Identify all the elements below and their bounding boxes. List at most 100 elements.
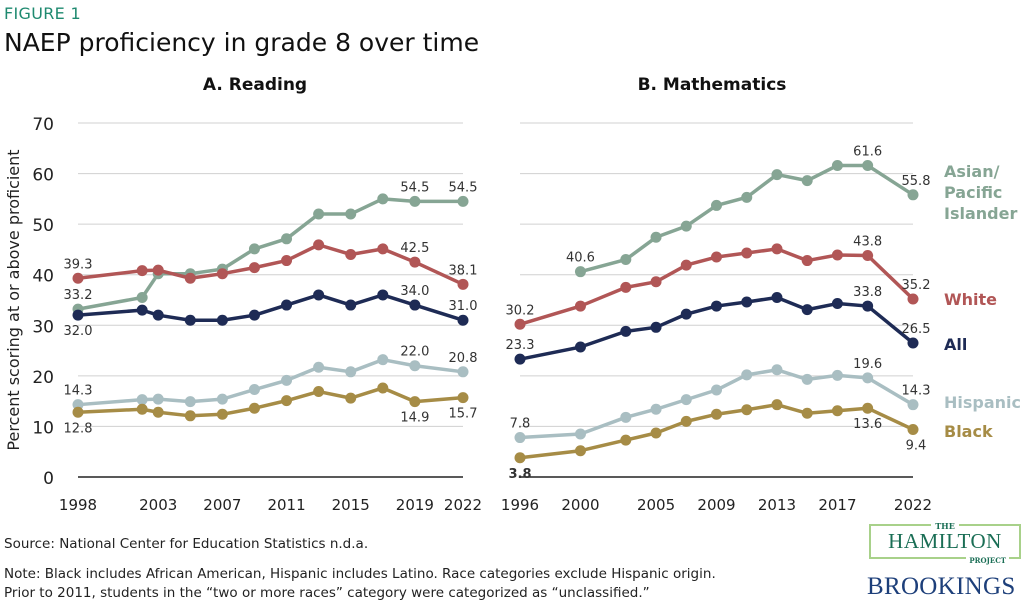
x-tick-label: 2005	[637, 496, 675, 514]
data-point-white	[281, 255, 293, 267]
data-label-all: 23.3	[506, 338, 535, 353]
data-point-hispanic	[862, 372, 874, 384]
data-point-asian	[136, 291, 148, 303]
data-point-asian	[409, 195, 421, 207]
data-point-white	[457, 278, 469, 290]
data-point-hispanic	[281, 374, 293, 386]
data-point-black	[831, 405, 843, 417]
data-point-all	[650, 321, 662, 333]
footnote-line-1: Note: Black includes African American, H…	[4, 566, 716, 582]
y-tick-label: 20	[32, 368, 54, 388]
legend-label-asian: Asian/	[944, 162, 1000, 181]
data-point-all	[771, 291, 783, 303]
data-label-asian: 61.6	[853, 144, 882, 159]
y-tick-label: 50	[32, 216, 54, 236]
data-point-white	[620, 281, 632, 293]
data-point-hispanic	[514, 432, 526, 444]
logo-project: PROJECT	[966, 556, 1009, 565]
data-point-all	[72, 309, 84, 321]
data-point-white	[248, 262, 260, 274]
data-label-all: 26.5	[902, 322, 931, 337]
data-point-black	[650, 427, 662, 439]
x-tick-label: 2011	[267, 496, 305, 514]
data-point-black	[313, 386, 325, 398]
data-label-black: 14.9	[400, 411, 429, 426]
data-point-black	[281, 395, 293, 407]
data-point-all	[574, 341, 586, 353]
data-point-asian	[831, 159, 843, 171]
data-point-black	[741, 404, 753, 416]
data-point-hispanic	[574, 428, 586, 440]
data-point-white	[136, 265, 148, 277]
x-tick-label: 2000	[561, 496, 599, 514]
data-point-asian	[281, 233, 293, 245]
data-point-white	[574, 300, 586, 312]
data-point-white	[152, 264, 164, 276]
data-point-all	[377, 289, 389, 301]
data-point-all	[409, 299, 421, 311]
data-point-asian	[650, 231, 662, 243]
data-point-black	[152, 406, 164, 418]
data-label-black: 12.8	[64, 421, 93, 436]
y-tick-label: 0	[43, 469, 54, 489]
y-tick-label: 40	[32, 267, 54, 287]
x-tick-label: 2019	[396, 496, 434, 514]
data-point-asian	[771, 169, 783, 181]
data-point-white	[409, 256, 421, 268]
data-point-asian	[345, 208, 357, 220]
data-point-asian	[574, 266, 586, 278]
data-point-black	[72, 406, 84, 418]
data-label-asian: 33.2	[64, 288, 93, 303]
data-point-black	[136, 403, 148, 415]
data-label-hispanic: 14.3	[902, 384, 931, 399]
data-point-black	[184, 410, 196, 422]
x-tick-label: 2022	[444, 496, 482, 514]
data-point-white	[345, 248, 357, 260]
data-label-hispanic: 22.0	[400, 345, 429, 360]
data-label-hispanic: 19.6	[853, 357, 882, 372]
data-point-hispanic	[771, 364, 783, 376]
data-point-asian	[801, 175, 813, 187]
data-point-white	[801, 255, 813, 267]
data-point-hispanic	[72, 399, 84, 411]
data-point-white	[907, 293, 919, 305]
hamilton-project-logo: THE HAMILTON PROJECT	[869, 519, 1021, 565]
data-label-all: 33.8	[853, 285, 882, 300]
x-tick-label: 2003	[139, 496, 177, 514]
y-axis-label: Percent scoring at or above proficient	[4, 149, 23, 450]
panel-title: A. Reading	[203, 75, 307, 95]
x-tick-label: 2009	[697, 496, 735, 514]
data-point-asian	[457, 195, 469, 207]
data-point-white	[514, 318, 526, 330]
data-label-all: 31.0	[449, 299, 478, 314]
data-point-all	[152, 309, 164, 321]
x-tick-label: 2015	[332, 496, 370, 514]
footnote-line-2: Prior to 2011, students in the “two or m…	[4, 585, 650, 601]
data-label-black: 3.8	[508, 467, 531, 482]
data-point-hispanic	[680, 394, 692, 406]
data-point-hispanic	[184, 396, 196, 408]
data-point-all	[831, 298, 843, 310]
data-point-all	[711, 300, 722, 312]
logo-the: THE	[931, 521, 959, 531]
y-tick-label: 70	[32, 115, 54, 135]
data-point-white	[711, 251, 722, 263]
data-point-white	[216, 268, 228, 280]
data-point-black	[680, 415, 692, 427]
x-tick-label: 1996	[501, 496, 539, 514]
data-label-white: 43.8	[853, 234, 882, 249]
panel-title: B. Mathematics	[638, 75, 787, 95]
data-point-white	[377, 243, 389, 255]
legend-label-asian: Pacific	[944, 183, 1002, 202]
data-point-hispanic	[620, 411, 632, 423]
data-point-hispanic	[377, 354, 389, 366]
data-point-black	[620, 434, 632, 446]
data-point-asian	[862, 159, 874, 171]
data-point-hispanic	[650, 403, 662, 415]
data-point-asian	[248, 243, 260, 255]
data-point-black	[907, 423, 919, 435]
data-point-all	[136, 304, 148, 316]
data-point-all	[345, 299, 357, 311]
data-point-black	[457, 392, 469, 404]
